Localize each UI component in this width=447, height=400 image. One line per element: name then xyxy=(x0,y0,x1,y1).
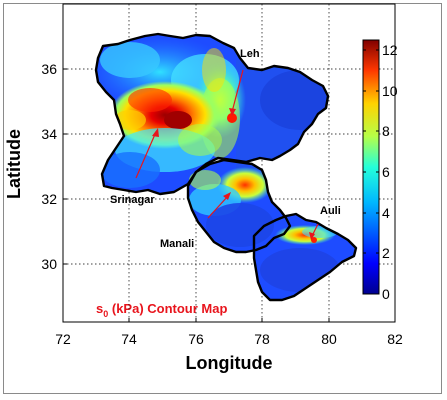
svg-text:s0 (kPa) Contour Map: s0 (kPa) Contour Map xyxy=(96,301,227,319)
y-tick-labels: 30 32 34 36 xyxy=(41,61,57,272)
colorbar-tick-12: 12 xyxy=(382,42,398,58)
title-subscript: 0 xyxy=(103,309,108,319)
x-tick-74: 74 xyxy=(121,331,137,347)
y-axis-label: Latitude xyxy=(4,129,24,199)
colorbar-tick-4: 4 xyxy=(382,205,390,221)
x-axis-label: Longitude xyxy=(186,353,273,373)
colorbar-tick-10: 10 xyxy=(382,83,398,99)
place-labels: Leh Srinagar Manali Auli xyxy=(110,48,341,250)
x-tick-76: 76 xyxy=(188,331,204,347)
title-s: s xyxy=(96,301,103,316)
y-tick-32: 32 xyxy=(41,191,57,207)
y-tick-36: 36 xyxy=(41,61,57,77)
x-tick-82: 82 xyxy=(387,331,403,347)
contour-fill xyxy=(96,34,356,300)
label-auli: Auli xyxy=(320,205,341,217)
colorbar-tick-6: 6 xyxy=(382,164,390,180)
x-tick-72: 72 xyxy=(55,331,71,347)
y-tick-34: 34 xyxy=(41,126,57,142)
plot-box xyxy=(62,3,396,323)
label-manali: Manali xyxy=(160,238,194,250)
x-tick-80: 80 xyxy=(321,331,337,347)
colorbar-tick-0: 0 xyxy=(382,286,390,302)
x-tick-labels: 72 74 76 78 80 82 xyxy=(55,331,403,347)
colorbar-tick-8: 8 xyxy=(382,123,390,139)
axis-ticks xyxy=(62,68,396,322)
label-srinagar: Srinagar xyxy=(110,194,155,206)
colorbar-tick-2: 2 xyxy=(382,245,390,261)
colorbar: 0 2 4 6 8 10 12 xyxy=(362,39,398,302)
title-rest: (kPa) Contour Map xyxy=(108,301,227,316)
x-tick-78: 78 xyxy=(254,331,270,347)
map-title: s0 (kPa) Contour Map xyxy=(96,301,227,319)
y-tick-30: 30 xyxy=(41,256,57,272)
label-leh: Leh xyxy=(240,48,260,60)
